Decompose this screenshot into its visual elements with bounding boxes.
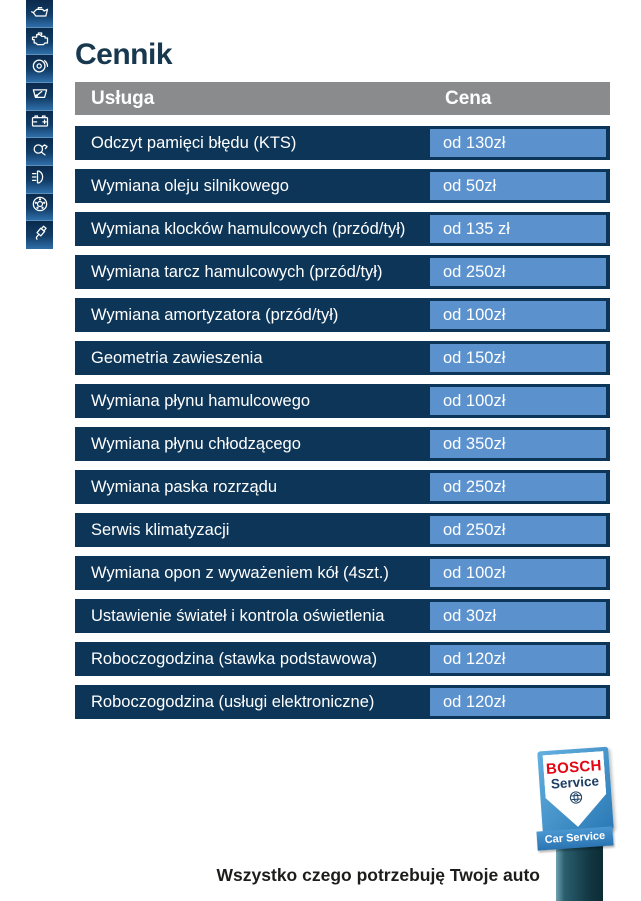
icon-tile bbox=[26, 0, 53, 28]
service-price: od 150zł bbox=[430, 344, 606, 372]
brake-disc-icon bbox=[30, 56, 50, 81]
icon-tile bbox=[26, 55, 53, 83]
service-price: od 130zł bbox=[430, 129, 606, 157]
service-name: Wymiana paska rozrządu bbox=[91, 478, 278, 496]
service-name: Roboczogodzina (usługi elektroniczne) bbox=[91, 693, 375, 711]
service-price: od 350zł bbox=[430, 430, 606, 458]
service-price: od 30zł bbox=[430, 602, 606, 630]
table-row: Wymiana klocków hamulcowych (przód/tył) … bbox=[75, 212, 610, 246]
service-name: Wymiana oleju silnikowego bbox=[91, 177, 289, 195]
windshield-wiper-icon bbox=[30, 84, 50, 109]
spark-plug-icon bbox=[30, 223, 50, 248]
diagnostics-magnifier-icon bbox=[30, 139, 50, 164]
table-row: Wymiana oleju silnikowego od 50zł bbox=[75, 169, 610, 203]
service-name: Wymiana tarcz hamulcowych (przód/tył) bbox=[91, 263, 383, 281]
service-price: od 135 zł bbox=[430, 215, 606, 243]
engine-icon bbox=[30, 28, 50, 53]
column-header-service: Usługa bbox=[91, 88, 155, 109]
bosch-service-sign: BOSCH Service bbox=[537, 746, 614, 835]
column-header-price: Cena bbox=[445, 88, 492, 109]
service-price: od 250zł bbox=[430, 258, 606, 286]
table-row: Geometria zawieszenia od 150zł bbox=[75, 341, 610, 375]
table-row: Wymiana opon z wyważeniem kół (4szt.) od… bbox=[75, 556, 610, 590]
service-name: Wymiana płynu hamulcowego bbox=[91, 392, 311, 410]
table-row: Serwis klimatyzacji od 250zł bbox=[75, 513, 610, 547]
oil-can-icon bbox=[30, 1, 50, 26]
table-row: Wymiana tarcz hamulcowych (przód/tył) od… bbox=[75, 255, 610, 289]
service-name: Serwis klimatyzacji bbox=[91, 521, 230, 539]
service-price: od 100zł bbox=[430, 387, 606, 415]
service-icon-strip bbox=[26, 0, 53, 249]
icon-tile bbox=[26, 193, 53, 222]
wheel-icon bbox=[30, 194, 50, 219]
headlight-icon bbox=[30, 167, 50, 192]
service-name: Wymiana amortyzatora (przód/tył) bbox=[91, 306, 339, 324]
service-price: od 120zł bbox=[430, 688, 606, 716]
service-price: od 100zł bbox=[430, 301, 606, 329]
price-table: Odczyt pamięci błędu (KTS) od 130zł Wymi… bbox=[75, 126, 610, 728]
table-row: Wymiana paska rozrządu od 250zł bbox=[75, 470, 610, 504]
table-row: Wymiana płynu chłodzącego od 350zł bbox=[75, 427, 610, 461]
battery-icon bbox=[30, 111, 50, 136]
table-row: Ustawienie świateł i kontrola oświetleni… bbox=[75, 599, 610, 633]
bosch-sign-panel: BOSCH Service bbox=[542, 751, 608, 829]
icon-tile bbox=[26, 27, 53, 56]
bosch-armature-icon bbox=[545, 788, 607, 812]
service-name: Ustawienie świateł i kontrola oświetleni… bbox=[91, 607, 385, 625]
service-name: Wymiana klocków hamulcowych (przód/tył) bbox=[91, 220, 406, 238]
service-price: od 250zł bbox=[430, 516, 606, 544]
table-row: Roboczogodzina (usługi elektroniczne) od… bbox=[75, 685, 610, 719]
page-title: Cennik bbox=[75, 38, 173, 71]
service-price: od 120zł bbox=[430, 645, 606, 673]
service-price: od 250zł bbox=[430, 473, 606, 501]
icon-tile bbox=[26, 165, 53, 194]
service-name: Odczyt pamięci błędu (KTS) bbox=[91, 134, 297, 152]
icon-tile bbox=[26, 138, 53, 166]
service-name: Wymiana płynu chłodzącego bbox=[91, 435, 301, 453]
service-price: od 50zł bbox=[430, 172, 606, 200]
table-row: Wymiana amortyzatora (przód/tył) od 100z… bbox=[75, 298, 610, 332]
service-name: Roboczogodzina (stawka podstawowa) bbox=[91, 650, 378, 668]
service-name: Geometria zawieszenia bbox=[91, 349, 263, 367]
service-name: Wymiana opon z wyważeniem kół (4szt.) bbox=[91, 564, 389, 582]
icon-tile bbox=[26, 110, 53, 139]
table-row: Odczyt pamięci błędu (KTS) od 130zł bbox=[75, 126, 610, 160]
table-row: Wymiana płynu hamulcowego od 100zł bbox=[75, 384, 610, 418]
service-price: od 100zł bbox=[430, 559, 606, 587]
tagline: Wszystko czego potrzebuję Twoje auto bbox=[216, 865, 540, 885]
icon-tile bbox=[26, 82, 53, 111]
table-header: Usługa Cena bbox=[75, 82, 610, 115]
icon-tile bbox=[26, 221, 53, 249]
table-row: Roboczogodzina (stawka podstawowa) od 12… bbox=[75, 642, 610, 676]
